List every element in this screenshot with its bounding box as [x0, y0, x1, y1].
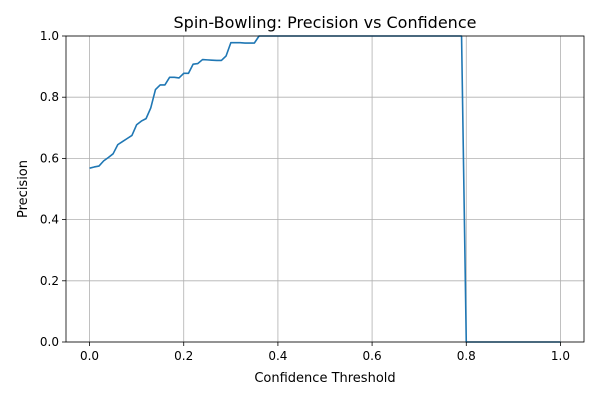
plot-frame	[65, 35, 585, 343]
y-axis-label: Precision	[16, 160, 31, 218]
grid-lines	[66, 35, 584, 343]
axis-ticks: 0.0 0.2 0.4 0.6 0.8 1.0 0.0 0.2 0.4 0.6 0.8 1.0	[40, 29, 570, 363]
x-tick-label: 0.2	[174, 349, 193, 363]
y-tick-label: 1.0	[40, 29, 59, 43]
y-tick-label: 0.4	[40, 213, 59, 227]
x-tick-label: 1.0	[551, 349, 570, 363]
y-tick-label: 0.6	[40, 151, 59, 165]
x-tick-label: 0.0	[80, 349, 99, 363]
x-tick-label: 0.8	[457, 349, 476, 363]
chart-title: Spin-Bowling: Precision vs Confidence	[174, 13, 477, 32]
y-tick-label: 0.2	[40, 274, 59, 288]
series-layer	[89, 35, 561, 343]
y-tick-label: 0.8	[40, 90, 59, 104]
y-tick-label: 0.0	[40, 335, 59, 349]
precision-series-line	[89, 35, 561, 343]
x-tick-label: 0.4	[268, 349, 287, 363]
x-axis-label: Confidence Threshold	[254, 371, 395, 386]
x-tick-label: 0.6	[363, 349, 382, 363]
